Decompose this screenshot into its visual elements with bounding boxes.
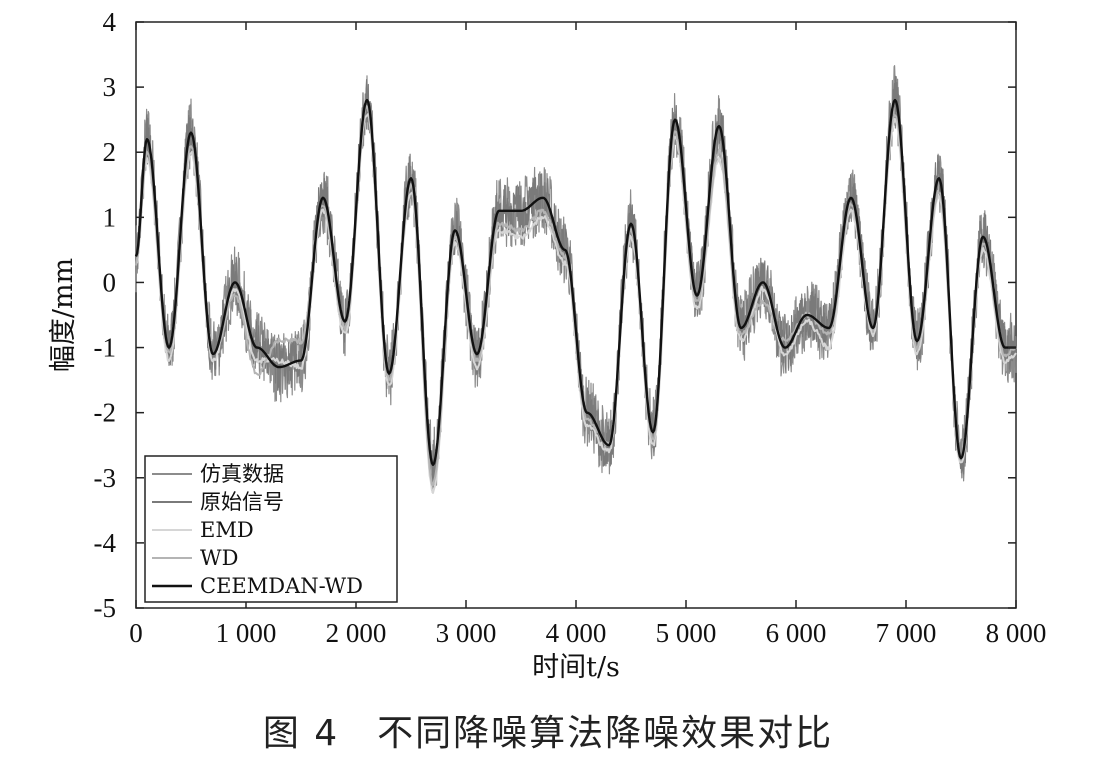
plot-area: 0 1 000 2 000 3 000 4 000 5 000 6 000 7 000 8 00…: [94, 7, 1047, 648]
tick-layer: 0 1 000 2 000 3 000 4 000 5 000 6 000 7 000 8 00…: [94, 7, 1047, 648]
x-tick-label: 4 000: [546, 618, 607, 648]
series-line-3: [135, 105, 1017, 486]
series-line-2: [135, 113, 1017, 494]
x-axis-label: 时间t/s: [532, 652, 620, 683]
x-tick-label: 0: [129, 618, 143, 648]
x-tick-label: 7 000: [876, 618, 937, 648]
x-tick-label: 2 000: [326, 618, 387, 648]
x-tick-label: 5 000: [656, 618, 717, 648]
series-layer: [134, 65, 1017, 494]
y-tick-label: -1: [94, 333, 117, 363]
y-tick-label: 3: [103, 72, 117, 102]
x-tick-label: 3 000: [436, 618, 497, 648]
y-tick-label: 4: [103, 7, 117, 37]
series-line-4: [134, 98, 1017, 466]
y-tick-label: -4: [94, 528, 117, 558]
series-line-0: [135, 65, 1017, 493]
x-tick-label: 8 000: [986, 618, 1047, 648]
legend-label-4: CEEMDAN-WD: [200, 574, 363, 598]
legend-label-0: 仿真数据: [200, 462, 284, 486]
y-tick-label: 0: [103, 267, 117, 297]
y-tick-label: 2: [103, 137, 117, 167]
figure-caption: 图 4 不同降噪算法降噪效果对比: [262, 713, 834, 754]
legend-label-2: EMD: [200, 518, 254, 542]
y-tick-label: 1: [103, 202, 117, 232]
x-tick-label: 6 000: [766, 618, 827, 648]
y-tick-label: -5: [94, 593, 117, 623]
series-line-1: [135, 75, 1017, 490]
y-tick-label: -3: [94, 463, 117, 493]
legend-label-3: WD: [200, 546, 238, 570]
y-axis-label: 幅度/mm: [48, 258, 79, 372]
y-tick-label: -2: [94, 398, 117, 428]
legend-label-1: 原始信号: [200, 490, 284, 514]
x-tick-label: 1 000: [216, 618, 277, 648]
line-chart: 0 1 000 2 000 3 000 4 000 5 000 6 000 7 000 8 00…: [48, 7, 1047, 683]
